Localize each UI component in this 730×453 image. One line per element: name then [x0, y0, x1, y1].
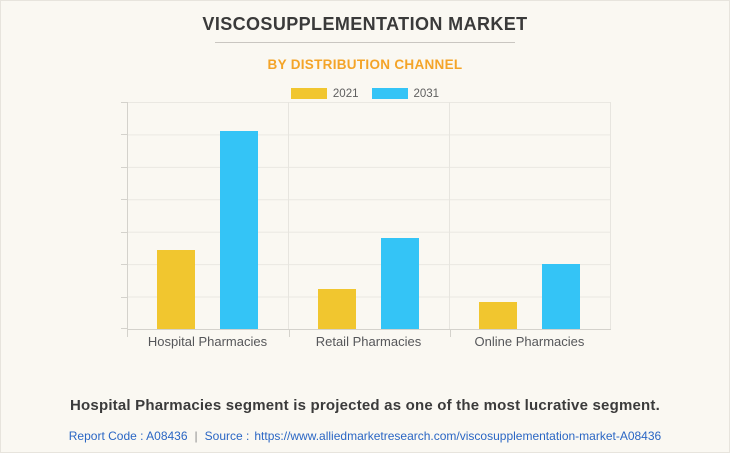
legend-item-2031[interactable]: 2031 [371, 87, 440, 100]
y-axis-tick [121, 199, 128, 201]
source-url-link[interactable]: https://www.alliedmarketresearch.com/vis… [254, 429, 662, 443]
category-labels: Hospital Pharmacies Retail Pharmacies Onli… [127, 334, 610, 349]
separator: | [194, 429, 198, 443]
y-axis-tick [121, 296, 128, 298]
bar-2031-retail-pharmacies[interactable] [381, 237, 420, 329]
category-column-online-pharmacies [450, 102, 611, 329]
y-axis-tick [121, 166, 128, 168]
insight-headline: Hospital Pharmacies segment is projected… [70, 397, 660, 414]
source-prefix: Source : [204, 429, 250, 443]
legend-item-2021[interactable]: 2021 [290, 87, 359, 100]
x-axis-tick [288, 329, 290, 337]
y-axis-tick [121, 134, 128, 136]
legend-swatch-2021 [290, 88, 327, 99]
report-source-line: Report Code : A08436 | Source : https://www… [1, 429, 729, 443]
category-label-retail-pharmacies: Retail Pharmacies [315, 334, 422, 349]
bar-2031-online-pharmacies[interactable] [542, 264, 581, 329]
plot-area [121, 102, 611, 337]
title-divider [215, 42, 515, 43]
chart-header: VISCOSUPPLEMENTATION MARKET BY DISTRIBUT… [1, 14, 729, 100]
bar-2031-hospital-pharmacies[interactable] [220, 131, 259, 329]
page-title: VISCOSUPPLEMENTATION MARKET [202, 14, 528, 34]
y-axis-tick [121, 264, 128, 266]
chart-subtitle: BY DISTRIBUTION CHANNEL [267, 57, 463, 72]
report-code: Report Code : A08436 [68, 429, 188, 443]
y-axis-tick [121, 102, 128, 103]
category-column-hospital-pharmacies [128, 102, 289, 329]
legend-label-2031: 2031 [413, 87, 440, 100]
bar-2021-retail-pharmacies[interactable] [318, 288, 357, 329]
category-label-online-pharmacies: Online Pharmacies [474, 334, 585, 349]
legend-swatch-2031 [371, 88, 408, 99]
x-axis-tick [450, 329, 451, 337]
y-axis-tick [121, 328, 128, 329]
legend-label-2021: 2021 [332, 87, 359, 100]
category-label-hospital-pharmacies: Hospital Pharmacies [147, 334, 268, 349]
category-column-retail-pharmacies [289, 102, 450, 329]
bar-2021-hospital-pharmacies[interactable] [157, 250, 196, 329]
y-axis-tick [121, 231, 128, 233]
x-axis-tick [127, 329, 128, 337]
bar-2021-online-pharmacies[interactable] [479, 301, 518, 329]
chart-legend: 2021 2031 [1, 87, 729, 100]
